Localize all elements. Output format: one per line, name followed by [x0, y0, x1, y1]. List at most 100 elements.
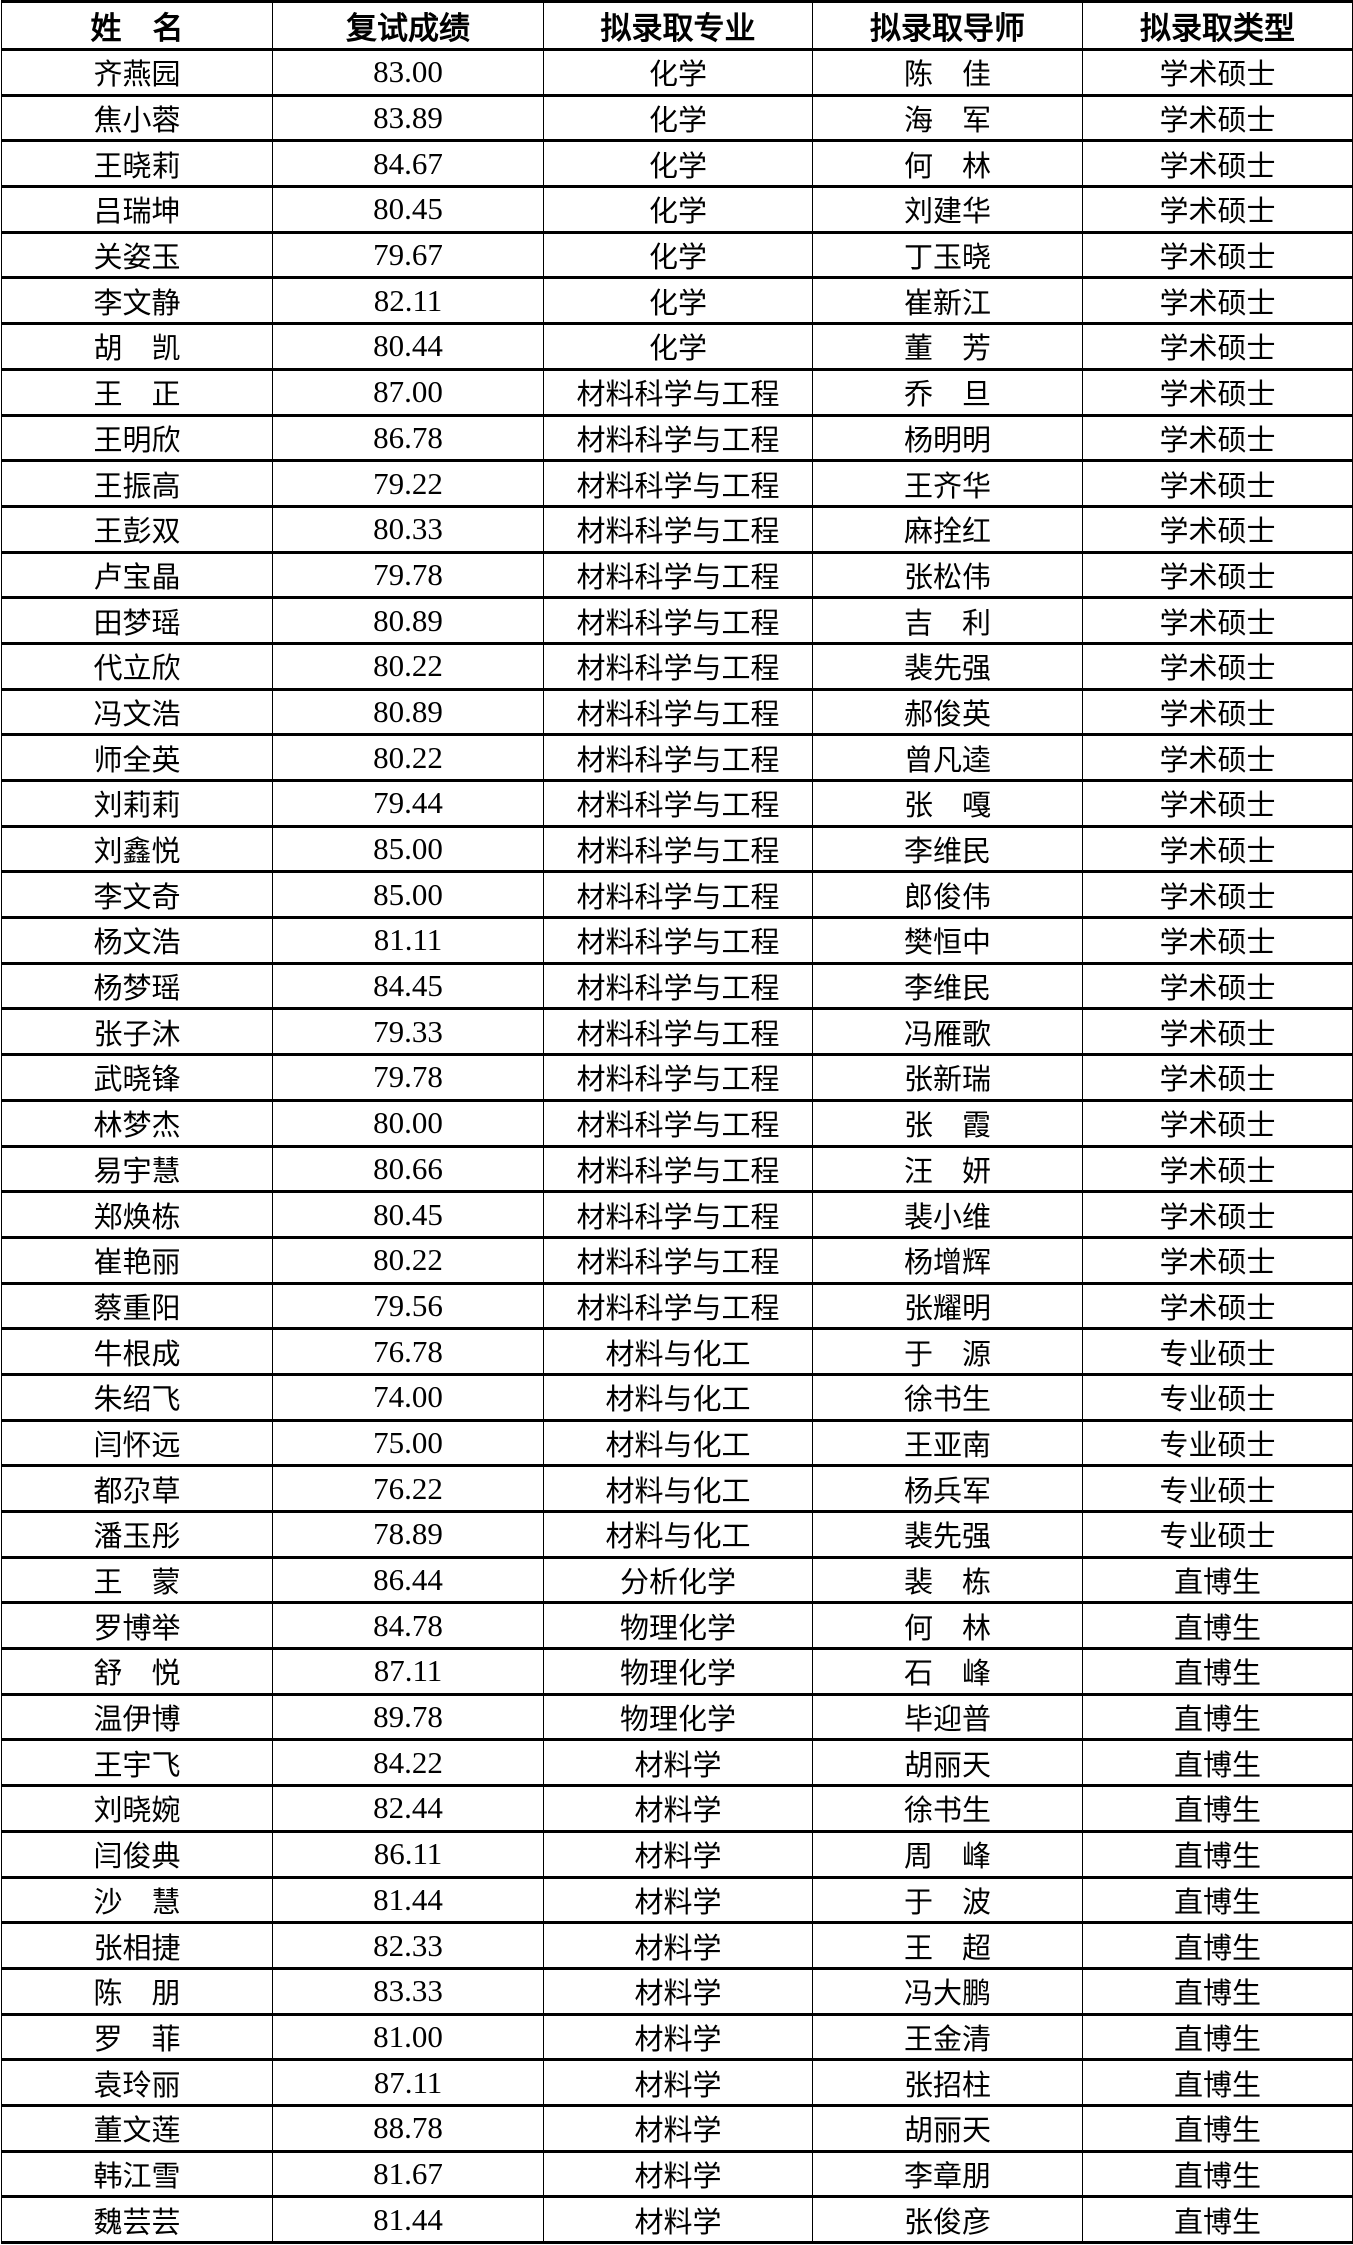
cell-score: 74.00	[272, 1372, 544, 1421]
cell-name: 王彭双	[1, 504, 273, 553]
cell-type: 学术硕士	[1082, 367, 1353, 416]
cell-advisor: 丁玉晓	[812, 230, 1083, 279]
cell-score: 81.00	[272, 2012, 544, 2061]
cell-major: 材料科学与工程	[543, 550, 813, 599]
cell-major: 材料科学与工程	[543, 1053, 813, 1101]
cell-name: 武晓锋	[1, 1053, 273, 1101]
table-row: 舒 悦 87.11 物理化学石 峰直博生	[1, 1647, 1353, 1695]
cell-advisor: 何 林	[812, 139, 1083, 188]
cell-name: 林梦杰	[1, 1098, 273, 1147]
cell-score: 79.44	[272, 779, 544, 827]
cell-type: 学术硕士	[1082, 733, 1353, 781]
cell-type: 学术硕士	[1082, 550, 1353, 599]
table-row: 王 蒙 86.44 分析化学裴 栋直博生	[1, 1555, 1353, 1604]
cell-name: 王 正	[1, 367, 273, 416]
cell-name: 田梦瑶	[1, 596, 273, 644]
cell-advisor: 刘建华	[812, 185, 1083, 233]
cell-major: 材料学	[543, 2103, 813, 2152]
cell-name: 卢宝晶	[1, 550, 273, 599]
cell-score: 78.89	[272, 1510, 544, 1558]
cell-score: 81.44	[272, 2195, 544, 2244]
cell-advisor: 胡丽天	[812, 1738, 1083, 1787]
cell-name: 胡 凯	[1, 322, 273, 370]
cell-name: 舒 悦	[1, 1647, 273, 1695]
cell-advisor: 李章朋	[812, 2149, 1083, 2198]
cell-name: 冯文浩	[1, 687, 273, 736]
cell-name: 王明欣	[1, 413, 273, 462]
header-major: 拟录取专业	[543, 0, 813, 50]
cell-advisor: 徐书生	[812, 1784, 1083, 1832]
cell-type: 专业硕士	[1082, 1327, 1353, 1375]
cell-name: 董文莲	[1, 2103, 273, 2152]
cell-advisor: 冯大鹏	[812, 1966, 1083, 2015]
cell-major: 材料学	[543, 2058, 813, 2106]
header-type: 拟录取类型	[1082, 0, 1353, 50]
cell-score: 81.67	[272, 2149, 544, 2198]
cell-score: 80.45	[272, 185, 544, 233]
cell-major: 化学	[543, 230, 813, 279]
cell-type: 学术硕士	[1082, 48, 1353, 96]
cell-major: 材料科学与工程	[543, 779, 813, 827]
cell-advisor: 石 峰	[812, 1647, 1083, 1695]
cell-name: 沙 慧	[1, 1875, 273, 1924]
cell-name: 张相捷	[1, 1921, 273, 1969]
cell-name: 代立欣	[1, 641, 273, 690]
cell-type: 学术硕士	[1082, 916, 1353, 964]
cell-score: 75.00	[272, 1418, 544, 1467]
cell-advisor: 王亚南	[812, 1418, 1083, 1467]
table-row: 罗 菲 81.00 材料学 王金清 直博生	[1, 2012, 1353, 2061]
cell-type: 学术硕士	[1082, 276, 1353, 325]
table-row: 杨梦瑶 84.45 材料科学与工程 李维民 学术硕士	[1, 961, 1353, 1010]
cell-score: 87.11	[272, 1647, 544, 1695]
cell-major: 材料与化工	[543, 1464, 813, 1512]
cell-type: 直博生	[1082, 2149, 1353, 2198]
table-row: 杨文浩 81.11 材料科学与工程 樊恒中 学术硕士	[1, 916, 1353, 964]
cell-score: 87.11	[272, 2058, 544, 2106]
cell-score: 86.11	[272, 1829, 544, 1878]
cell-advisor: 张新瑞	[812, 1053, 1083, 1101]
cell-major: 材料科学与工程	[543, 596, 813, 644]
cell-score: 84.67	[272, 139, 544, 188]
cell-name: 韩江雪	[1, 2149, 273, 2198]
cell-score: 86.44	[272, 1555, 544, 1604]
cell-name: 袁玲丽	[1, 2058, 273, 2106]
cell-name: 刘鑫悦	[1, 824, 273, 873]
cell-name: 杨梦瑶	[1, 961, 273, 1010]
cell-type: 专业硕士	[1082, 1510, 1353, 1558]
table-row: 关姿玉 79.67 化学 丁玉晓 学术硕士	[1, 230, 1353, 279]
cell-type: 学术硕士	[1082, 961, 1353, 1010]
table-row: 刘莉莉 79.44 材料科学与工程张 嘎学术硕士	[1, 779, 1353, 827]
cell-major: 材料学	[543, 1875, 813, 1924]
cell-type: 学术硕士	[1082, 139, 1353, 188]
cell-advisor: 乔 旦	[812, 367, 1083, 416]
table-row: 胡 凯 80.44 化学董 芳学术硕士	[1, 322, 1353, 370]
cell-advisor: 张招柱	[812, 2058, 1083, 2106]
table-row: 韩江雪 81.67 材料学 李章朋 直博生	[1, 2149, 1353, 2198]
cell-advisor: 王金清	[812, 2012, 1083, 2061]
cell-advisor: 何 林	[812, 1601, 1083, 1650]
table-row: 郑焕栋 80.45 材料科学与工程 裴小维 学术硕士	[1, 1190, 1353, 1238]
cell-name: 王宇飞	[1, 1738, 273, 1787]
cell-advisor: 裴 栋	[812, 1555, 1083, 1604]
table-row: 王宇飞 84.22 材料学 胡丽天 直博生	[1, 1738, 1353, 1787]
cell-type: 直博生	[1082, 2103, 1353, 2152]
table-row: 董文莲 88.78 材料学 胡丽天 直博生	[1, 2103, 1353, 2152]
cell-type: 学术硕士	[1082, 870, 1353, 919]
cell-name: 焦小蓉	[1, 93, 273, 142]
cell-score: 80.00	[272, 1098, 544, 1147]
cell-type: 直博生	[1082, 2058, 1353, 2106]
table-row: 张相捷 82.33 材料学王 超直博生	[1, 1921, 1353, 1969]
cell-advisor: 于 波	[812, 1875, 1083, 1924]
cell-type: 学术硕士	[1082, 779, 1353, 827]
table-row: 闫怀远 75.00 材料与化工 王亚南 专业硕士	[1, 1418, 1353, 1467]
cell-name: 温伊博	[1, 1692, 273, 1741]
cell-major: 物理化学	[543, 1692, 813, 1741]
cell-advisor: 郝俊英	[812, 687, 1083, 736]
table-row: 王明欣 86.78 材料科学与工程 杨明明 学术硕士	[1, 413, 1353, 462]
cell-name: 王振高	[1, 459, 273, 507]
table-row: 李文奇 85.00 材料科学与工程 郎俊伟 学术硕士	[1, 870, 1353, 919]
table-row: 都尕草 76.22 材料与化工 杨兵军 专业硕士	[1, 1464, 1353, 1512]
table-row: 魏芸芸 81.44 材料学 张俊彦 直博生	[1, 2195, 1353, 2244]
cell-major: 材料学	[543, 2149, 813, 2198]
table-row: 代立欣 80.22 材料科学与工程 裴先强 学术硕士	[1, 641, 1353, 690]
